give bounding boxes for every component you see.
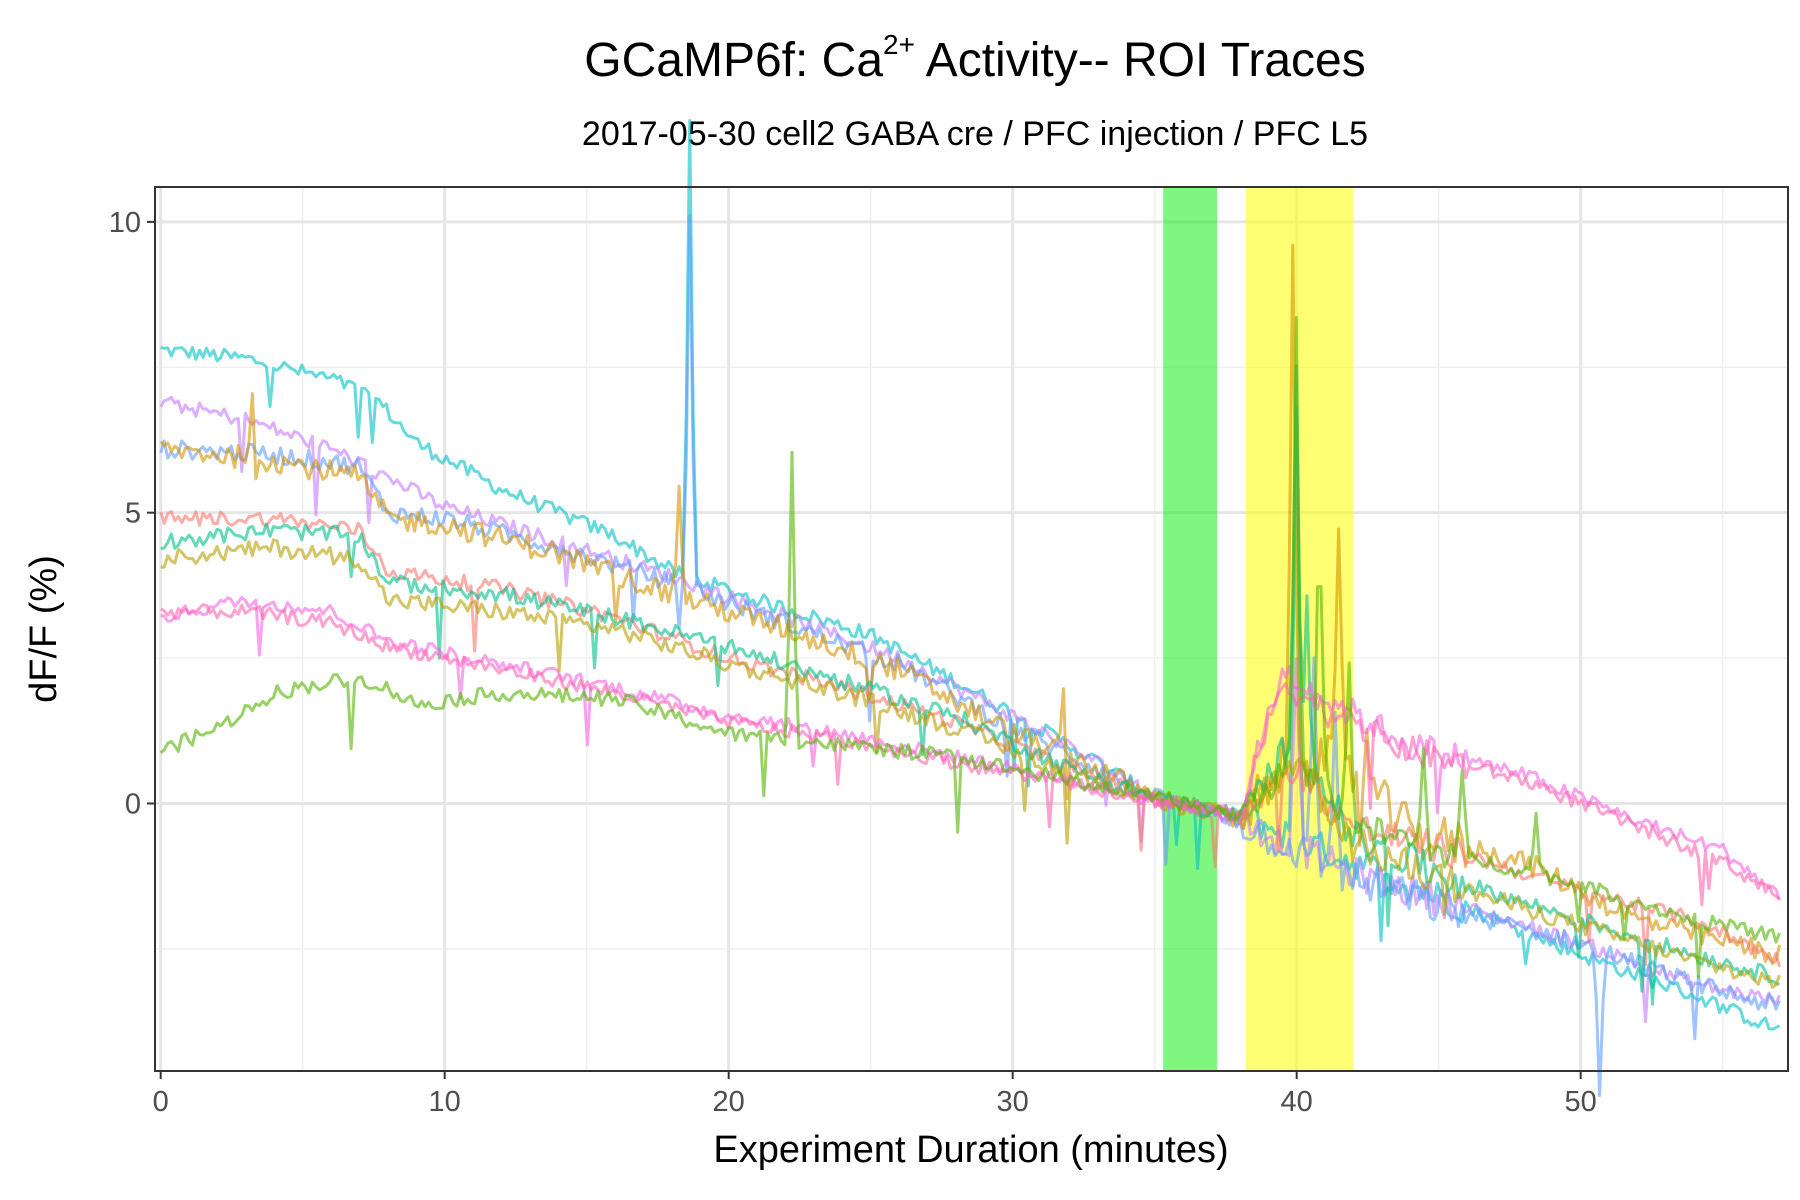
shaded-regions (1163, 187, 1354, 1071)
x-tick-label: 20 (713, 1086, 745, 1118)
shaded-region-1 (1163, 187, 1218, 1071)
title-superscript: 2+ (883, 29, 915, 60)
title-main: GCaMP6f: Ca (584, 34, 883, 87)
series-line-10 (159, 316, 1781, 979)
axis-ticks: 0 10 20 30 40 50 0 5 10 (109, 207, 1597, 1118)
chart-subtitle: 2017-05-30 cell2 GABA cre / PFC injectio… (582, 115, 1368, 153)
y-tick-label: 5 (125, 498, 141, 530)
series-line-2 (159, 395, 1781, 1024)
plot-border (154, 186, 1789, 1072)
series-line-7 (160, 538, 1781, 989)
chart-title: GCaMP6f: Ca2+ Activity-- ROI Traces (584, 29, 1365, 87)
y-tick-label: 10 (109, 207, 141, 239)
x-tick-label: 50 (1565, 1086, 1597, 1118)
series-group (159, 119, 1781, 1098)
series-line-9 (159, 603, 1781, 907)
title-suffix: Activity-- ROI Traces (915, 34, 1366, 87)
y-axis-title: dF/F (%) (23, 555, 65, 703)
x-tick-label: 30 (997, 1086, 1029, 1118)
series-line-4 (159, 243, 1781, 966)
y-tick-label: 0 (125, 788, 141, 820)
x-tick-label: 0 (153, 1086, 169, 1118)
x-tick-label: 40 (1281, 1086, 1313, 1118)
x-axis-title: Experiment Duration (minutes) (713, 1129, 1228, 1171)
series-line-3 (159, 214, 1781, 1098)
x-tick-label: 10 (429, 1086, 461, 1118)
